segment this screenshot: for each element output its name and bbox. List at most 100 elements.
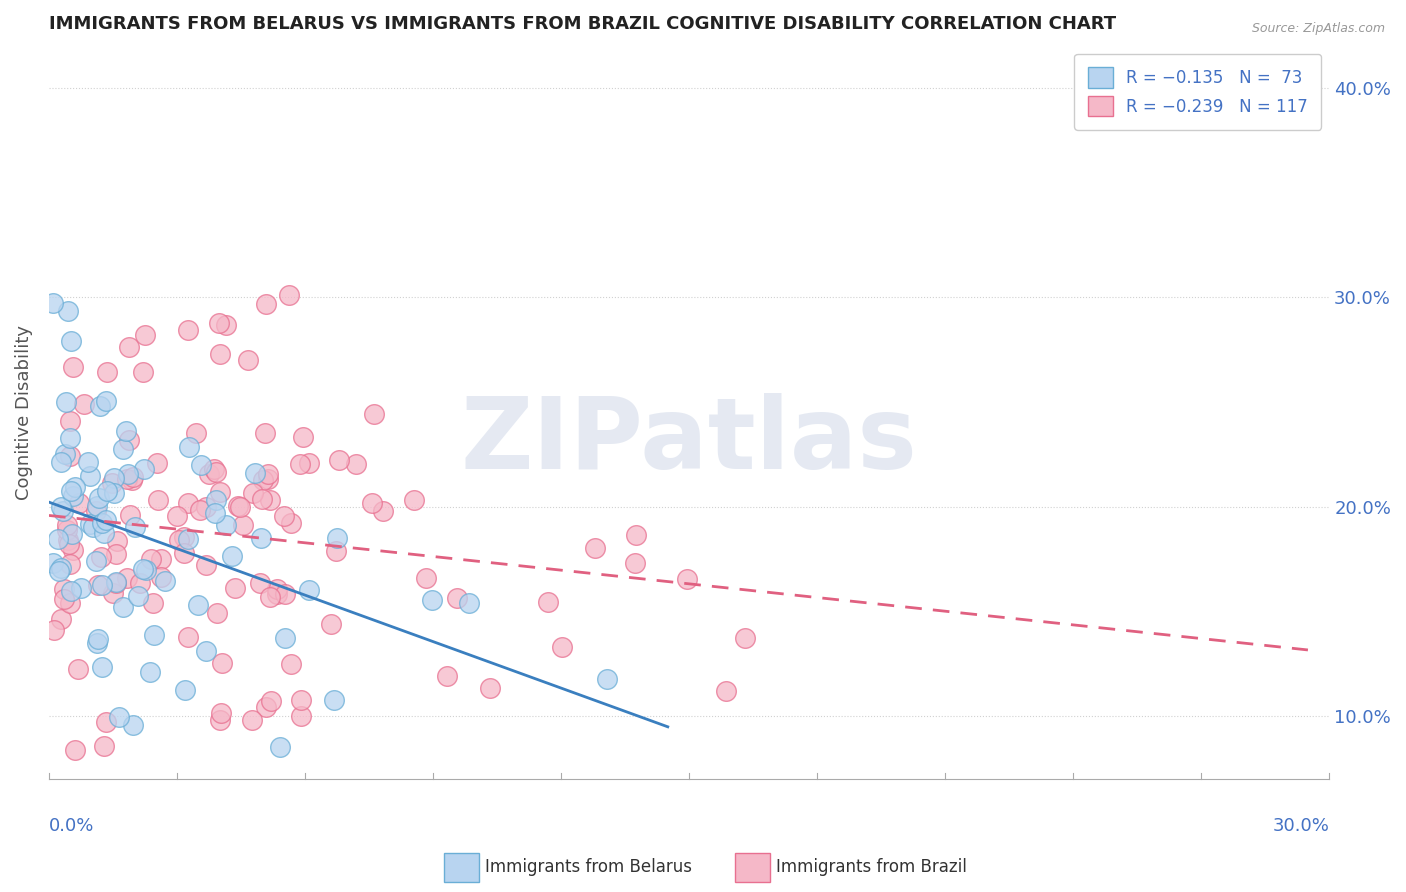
Point xyxy=(120,508,142,522)
Point xyxy=(86,503,108,517)
Point xyxy=(104,576,127,591)
Point xyxy=(153,574,176,589)
Point xyxy=(87,578,110,592)
Point xyxy=(436,669,458,683)
Point xyxy=(280,516,302,530)
Legend: R = −0.135   N =  73, R = −0.239   N = 117: R = −0.135 N = 73, R = −0.239 N = 117 xyxy=(1074,54,1320,129)
Text: Immigrants from Brazil: Immigrants from Brazil xyxy=(776,858,967,877)
Point xyxy=(224,582,246,596)
Point xyxy=(48,564,70,578)
Point xyxy=(208,316,231,330)
Text: IMMIGRANTS FROM BELARUS VS IMMIGRANTS FROM BRAZIL COGNITIVE DISABILITY CORRELATI: IMMIGRANTS FROM BELARUS VS IMMIGRANTS FR… xyxy=(49,15,1116,33)
Point xyxy=(328,453,350,467)
Text: Immigrants from Belarus: Immigrants from Belarus xyxy=(485,858,692,877)
Point xyxy=(198,467,221,482)
Point xyxy=(254,297,277,311)
Point xyxy=(250,491,273,506)
Point xyxy=(714,683,737,698)
Point xyxy=(298,456,321,470)
Point xyxy=(280,657,302,671)
Point xyxy=(150,552,173,566)
Point xyxy=(49,500,72,515)
Point xyxy=(277,288,299,302)
Point xyxy=(537,595,560,609)
Point xyxy=(122,718,145,732)
Point xyxy=(91,516,114,530)
Point xyxy=(94,394,117,409)
Point xyxy=(174,683,197,698)
Point xyxy=(274,587,297,601)
Point xyxy=(46,532,69,546)
Point xyxy=(361,496,384,510)
Point xyxy=(86,632,108,646)
Point xyxy=(446,591,468,605)
Point xyxy=(62,543,84,558)
Point xyxy=(176,532,198,546)
Point xyxy=(122,470,145,484)
Point xyxy=(59,334,82,349)
Point xyxy=(215,318,238,332)
Point xyxy=(228,499,250,513)
Point xyxy=(236,352,259,367)
Point xyxy=(56,523,79,537)
Point xyxy=(259,591,281,605)
Point xyxy=(105,533,128,548)
Point xyxy=(115,424,138,438)
Point xyxy=(60,584,83,599)
Point xyxy=(269,739,291,754)
Point xyxy=(93,526,115,541)
Point xyxy=(73,397,96,411)
Point xyxy=(177,630,200,644)
Point xyxy=(91,659,114,673)
Point xyxy=(208,713,231,727)
Point xyxy=(124,520,146,534)
Point xyxy=(166,509,188,524)
Point xyxy=(344,457,367,471)
Point xyxy=(44,623,66,637)
Point xyxy=(259,493,281,508)
Point xyxy=(111,442,134,456)
Point xyxy=(58,533,80,547)
Point xyxy=(59,450,82,464)
Point xyxy=(59,558,82,572)
Point xyxy=(325,544,347,558)
Point xyxy=(322,693,344,707)
Point xyxy=(96,366,118,380)
Point xyxy=(118,339,141,353)
Point xyxy=(415,570,437,584)
Point xyxy=(103,486,125,500)
Point xyxy=(142,596,165,610)
Point xyxy=(195,644,218,658)
Point xyxy=(94,513,117,527)
Point xyxy=(624,528,647,542)
Point xyxy=(52,582,75,597)
Point xyxy=(326,531,349,545)
Point xyxy=(260,694,283,708)
Point xyxy=(240,713,263,727)
Point xyxy=(177,495,200,509)
Point xyxy=(104,547,127,561)
Point xyxy=(59,431,82,445)
Point xyxy=(149,570,172,584)
Point xyxy=(195,558,218,572)
Point xyxy=(290,457,312,471)
Point xyxy=(58,537,80,551)
Point xyxy=(254,700,277,714)
Point xyxy=(583,541,606,555)
Point xyxy=(146,492,169,507)
Point xyxy=(298,583,321,598)
Point xyxy=(169,533,191,548)
Text: ZIPatlas: ZIPatlas xyxy=(461,393,918,491)
Point xyxy=(173,547,195,561)
Point xyxy=(458,597,481,611)
Point xyxy=(103,586,125,600)
Point xyxy=(89,491,111,506)
Point xyxy=(319,616,342,631)
Point xyxy=(51,612,73,626)
Point xyxy=(290,693,312,707)
Point xyxy=(257,472,280,486)
Point xyxy=(52,591,75,606)
Point xyxy=(249,575,271,590)
Point xyxy=(242,486,264,500)
Point xyxy=(250,531,273,545)
